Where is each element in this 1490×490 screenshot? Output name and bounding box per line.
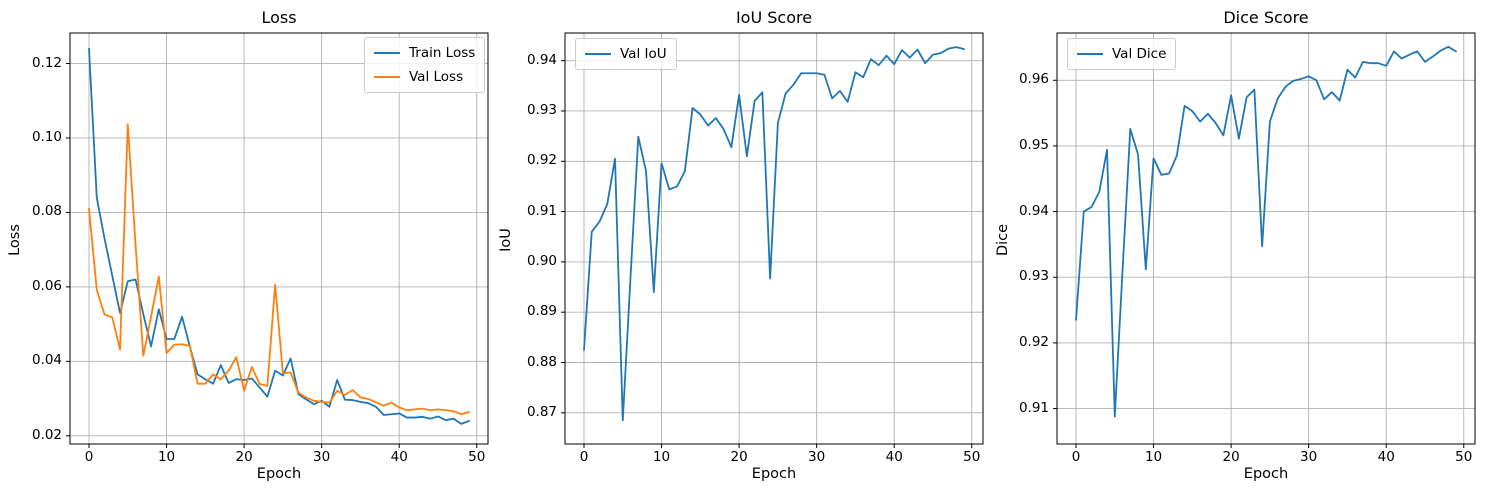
legend-label-val-dice: Val Dice [1112, 46, 1167, 62]
dice-axes-frame [1056, 32, 1476, 445]
val-dice-line [1075, 45, 1457, 418]
loss-y-tick-label: 0.12 [31, 54, 62, 71]
val-dice-line-swatch [1077, 53, 1103, 55]
dice-x-tick-label: 0 [1071, 449, 1081, 465]
chart-title-loss: Loss [261, 8, 297, 27]
iou-y-tick-label: 0.93 [526, 101, 557, 118]
y-axis-label-iou: IoU [498, 228, 514, 252]
iou-y-tick-label: 0.87 [526, 403, 557, 420]
iou-y-tick-label: 0.90 [526, 252, 557, 269]
legend-iou: Val IoU [575, 38, 677, 70]
iou-y-tick-label: 0.89 [526, 303, 557, 320]
loss-x-tick-label: 20 [235, 449, 253, 465]
loss-x-tick-label: 0 [84, 449, 94, 465]
legend-label-val-iou: Val IoU [620, 46, 667, 62]
iou-x-tick-label: 50 [963, 449, 981, 465]
legend-entry-val-loss: Val Loss [374, 66, 475, 88]
iou-x-tick-label: 10 [652, 449, 671, 465]
legend-loss: Train Loss Val Loss [364, 37, 486, 93]
legend-dice: Val Dice [1067, 38, 1177, 70]
iou-y-tick-label: 0.92 [526, 152, 557, 169]
dice-x-tick-label: 10 [1144, 449, 1163, 465]
train-loss-line [88, 47, 470, 425]
loss-y-tick-label: 0.04 [31, 352, 62, 369]
iou-x-tick-label: 40 [885, 449, 903, 465]
dice-x-tick-label: 50 [1455, 449, 1473, 465]
iou-x-tick-label: 20 [730, 449, 748, 465]
legend-entry-train-loss: Train Loss [374, 42, 475, 64]
val-iou-line [583, 46, 965, 422]
val-loss-line-swatch [374, 76, 400, 78]
dice-y-tick-label: 0.92 [1018, 333, 1049, 350]
iou-x-tick-label: 30 [808, 449, 826, 465]
train-loss-line-swatch [374, 52, 400, 54]
dice-y-tick-label: 0.94 [1018, 202, 1049, 219]
dice-y-tick-label: 0.95 [1018, 136, 1049, 153]
x-axis-label-dice: Epoch [1243, 466, 1289, 482]
iou-y-tick-label: 0.88 [526, 353, 557, 370]
loss-x-tick-label: 40 [390, 449, 408, 465]
chart-title-dice: Dice Score [1223, 8, 1309, 27]
legend-entry-val-iou: Val IoU [585, 43, 667, 65]
dice-x-tick-label: 20 [1222, 449, 1240, 465]
chart-title-iou: IoU Score [735, 8, 813, 27]
x-axis-label-iou: Epoch [751, 466, 797, 482]
loss-x-tick-label: 10 [157, 449, 176, 465]
legend-label-train-loss: Train Loss [409, 45, 476, 61]
dice-x-tick-label: 30 [1300, 449, 1318, 465]
dice-x-tick-label: 40 [1377, 449, 1395, 465]
loss-x-tick-label: 30 [313, 449, 331, 465]
loss-y-tick-label: 0.10 [31, 128, 62, 145]
val-loss-line [88, 123, 470, 416]
iou-y-tick-label: 0.94 [526, 51, 557, 68]
iou-axes-frame [564, 32, 984, 445]
loss-y-tick-label: 0.06 [31, 277, 62, 294]
dice-y-tick-label: 0.93 [1018, 268, 1049, 285]
iou-y-tick-label: 0.91 [526, 202, 557, 219]
loss-axes-frame [69, 32, 489, 445]
val-iou-line-swatch [585, 53, 611, 55]
loss-y-tick-label: 0.02 [31, 426, 62, 443]
iou-x-tick-label: 0 [579, 449, 589, 465]
legend-entry-val-dice: Val Dice [1077, 43, 1166, 65]
loss-x-tick-label: 50 [468, 449, 486, 465]
dice-y-tick-label: 0.96 [1018, 71, 1049, 88]
x-axis-label-loss: Epoch [256, 466, 302, 482]
dice-y-tick-label: 0.91 [1018, 399, 1049, 416]
legend-label-val-loss: Val Loss [409, 69, 464, 85]
loss-y-tick-label: 0.08 [31, 203, 62, 220]
